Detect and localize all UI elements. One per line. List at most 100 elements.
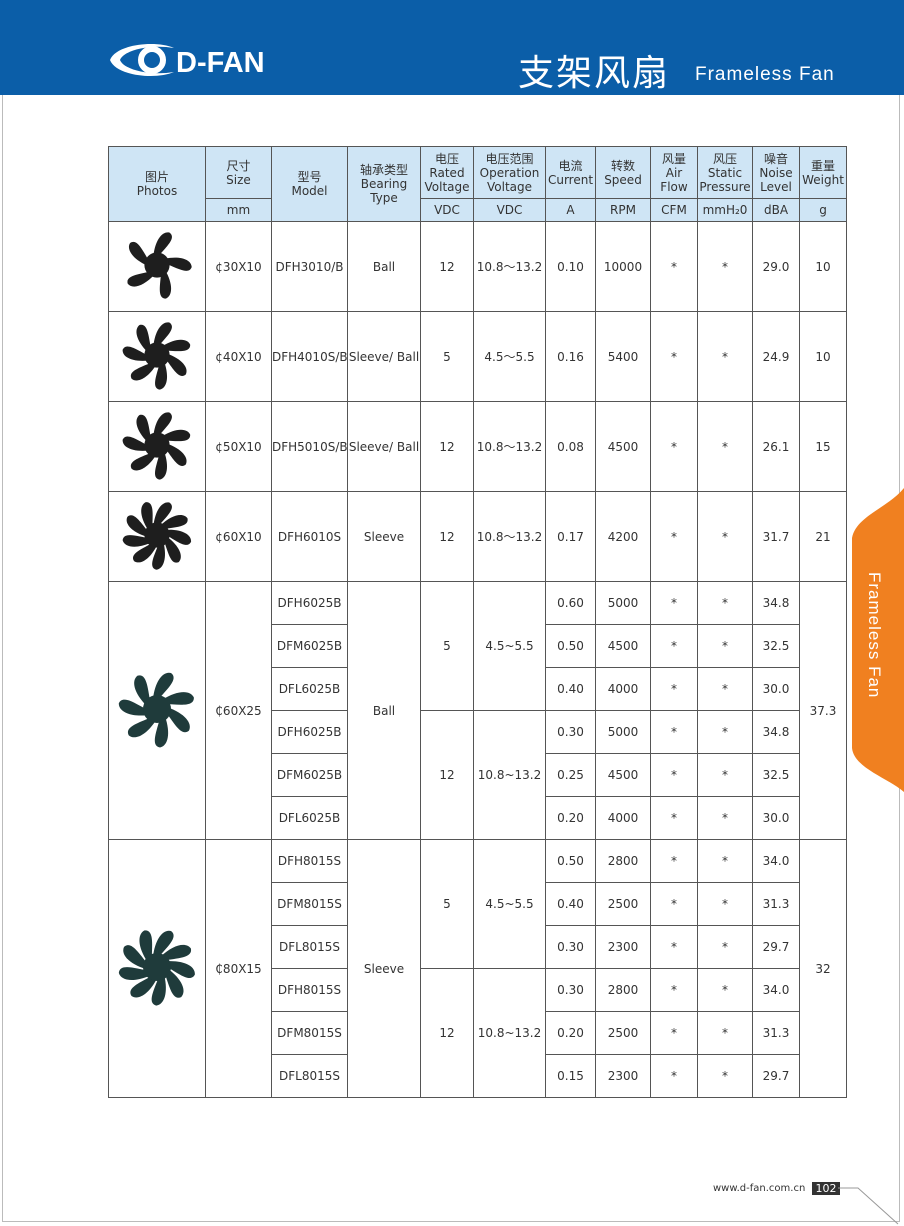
bearing-cell: Ball bbox=[347, 581, 421, 840]
noise-cell: 30.0 bbox=[752, 796, 800, 840]
fan-blade bbox=[153, 322, 172, 348]
airflow-cell: * bbox=[650, 491, 698, 582]
airflow-cell: * bbox=[650, 753, 698, 797]
header-line: 图片 bbox=[144, 170, 169, 184]
current-cell: 0.08 bbox=[545, 401, 596, 492]
airflow-cell: * bbox=[650, 925, 698, 969]
header-line: Pressure bbox=[699, 179, 751, 194]
pressure-cell: * bbox=[697, 667, 753, 711]
fan-hub bbox=[144, 342, 170, 368]
header-line: 轴承类型 bbox=[359, 163, 408, 177]
fan-blade bbox=[122, 436, 150, 451]
table-row: ¢40X10 DFH4010S/B Sleeve/ Ball 5 4.5～5.5 0.16… bbox=[108, 311, 847, 402]
fan-blade bbox=[160, 944, 191, 961]
fan-blade bbox=[134, 675, 151, 706]
model-cell: DFL8015S bbox=[271, 925, 348, 969]
fan-blade bbox=[160, 515, 188, 530]
fan-blade bbox=[136, 414, 152, 443]
fan-hub bbox=[143, 695, 171, 723]
pressure-cell: * bbox=[697, 925, 753, 969]
model-cell: DFH8015S bbox=[271, 968, 348, 1012]
bearing-cell: Sleeve bbox=[347, 491, 421, 582]
fan-blade bbox=[164, 353, 187, 376]
fan-blade bbox=[151, 974, 166, 1006]
speed-cell: 4500 bbox=[595, 401, 651, 492]
voltage-cell: 12 bbox=[420, 968, 474, 1098]
unit-cell: VDC bbox=[420, 198, 474, 222]
weight-cell: 37.3 bbox=[799, 581, 847, 840]
table-row: DFM8015S 0.40 2500 * * 31.3 bbox=[109, 882, 847, 926]
range-cell: 10.8～13.2 bbox=[473, 221, 546, 312]
size-cell: ₵60X25 bbox=[205, 581, 272, 840]
size-cell: ¢60X10 bbox=[205, 491, 272, 582]
noise-cell: 32.5 bbox=[752, 624, 800, 668]
airflow-cell: * bbox=[650, 839, 698, 883]
model-cell: DFH4010S/B bbox=[271, 311, 348, 402]
current-cell: 0.60 bbox=[545, 581, 596, 625]
model-cell: DFH5010S/B bbox=[271, 401, 348, 492]
weight-cell: 21 bbox=[799, 491, 847, 582]
fan-hub bbox=[144, 252, 170, 278]
header-line: Type bbox=[370, 191, 398, 205]
header-line: 尺寸 bbox=[226, 158, 251, 173]
current-cell: 0.40 bbox=[545, 667, 596, 711]
logo: D-FAN bbox=[110, 44, 265, 79]
size-cell: ¢50X10 bbox=[205, 401, 272, 492]
speed-cell: 4000 bbox=[595, 796, 651, 840]
pressure-cell: * bbox=[697, 968, 753, 1012]
header-line: 噪音 bbox=[763, 151, 788, 166]
current-cell: 0.30 bbox=[545, 710, 596, 754]
current-cell: 0.10 bbox=[545, 221, 596, 312]
voltage-cell: 12 bbox=[420, 710, 474, 840]
fan-blade bbox=[161, 429, 191, 442]
logo-ring bbox=[138, 46, 166, 74]
spec-table: 图片 Photos 尺寸 Size 型号 Model 轴承类型 Bearing Type 电压 Ra… bbox=[108, 146, 847, 1098]
photo-cell bbox=[108, 581, 206, 840]
column-header: 转数 Speed bbox=[595, 146, 651, 199]
model-cell: DFL6025B bbox=[271, 667, 348, 711]
current-cell: 0.20 bbox=[545, 796, 596, 840]
range-cell: 4.5~5.5 bbox=[473, 581, 546, 711]
pressure-cell: * bbox=[697, 1054, 753, 1098]
fan-blade bbox=[163, 536, 181, 563]
model-cell: DFH6010S bbox=[271, 491, 348, 582]
column-header: 尺寸 Size bbox=[205, 146, 272, 199]
fan-blade bbox=[154, 716, 169, 748]
fan-blade bbox=[163, 257, 192, 271]
header-line: Static bbox=[707, 165, 743, 180]
airflow-cell: * bbox=[650, 1011, 698, 1055]
range-cell: 4.5～5.5 bbox=[473, 311, 546, 402]
fan-photo bbox=[122, 322, 191, 390]
fan-blade bbox=[152, 541, 165, 570]
speed-cell: 5000 bbox=[595, 710, 651, 754]
unit-cell: g bbox=[799, 198, 847, 222]
airflow-cell: * bbox=[650, 796, 698, 840]
pressure-cell: * bbox=[697, 311, 753, 402]
logo-swoosh bbox=[110, 44, 174, 76]
header-line: Voltage bbox=[486, 179, 532, 194]
logo-text: D-FAN bbox=[176, 47, 265, 79]
header-line: Rated bbox=[429, 165, 465, 180]
weight-cell: 15 bbox=[799, 401, 847, 492]
pressure-cell: * bbox=[697, 401, 753, 492]
fan-photo bbox=[118, 672, 194, 748]
pressure-cell: * bbox=[697, 753, 753, 797]
fan-blade bbox=[163, 968, 184, 998]
footer-url: www.d-fan.com.cn bbox=[713, 1183, 806, 1194]
current-cell: 0.17 bbox=[545, 491, 596, 582]
column-header: 电压范围 Operation Voltage bbox=[473, 146, 546, 199]
table-row: ¢50X10 DFH5010S/B Sleeve/ Ball 12 10.8～13.2 0… bbox=[108, 401, 847, 492]
column-header: 噪音 Noise Level bbox=[752, 146, 800, 199]
fan-blade bbox=[118, 699, 150, 716]
fan-photo bbox=[127, 232, 192, 299]
speed-cell: 2800 bbox=[595, 839, 651, 883]
fan-blade bbox=[164, 961, 195, 978]
title-en: Frameless Fan bbox=[695, 64, 835, 85]
noise-cell: 29.0 bbox=[752, 221, 800, 312]
fan-blade bbox=[155, 451, 168, 480]
header-line: Model bbox=[291, 184, 328, 198]
voltage-cell: 12 bbox=[420, 491, 474, 582]
photo-cell bbox=[108, 839, 206, 1098]
fan-blade bbox=[126, 515, 150, 537]
fan-photo bbox=[118, 930, 195, 1006]
